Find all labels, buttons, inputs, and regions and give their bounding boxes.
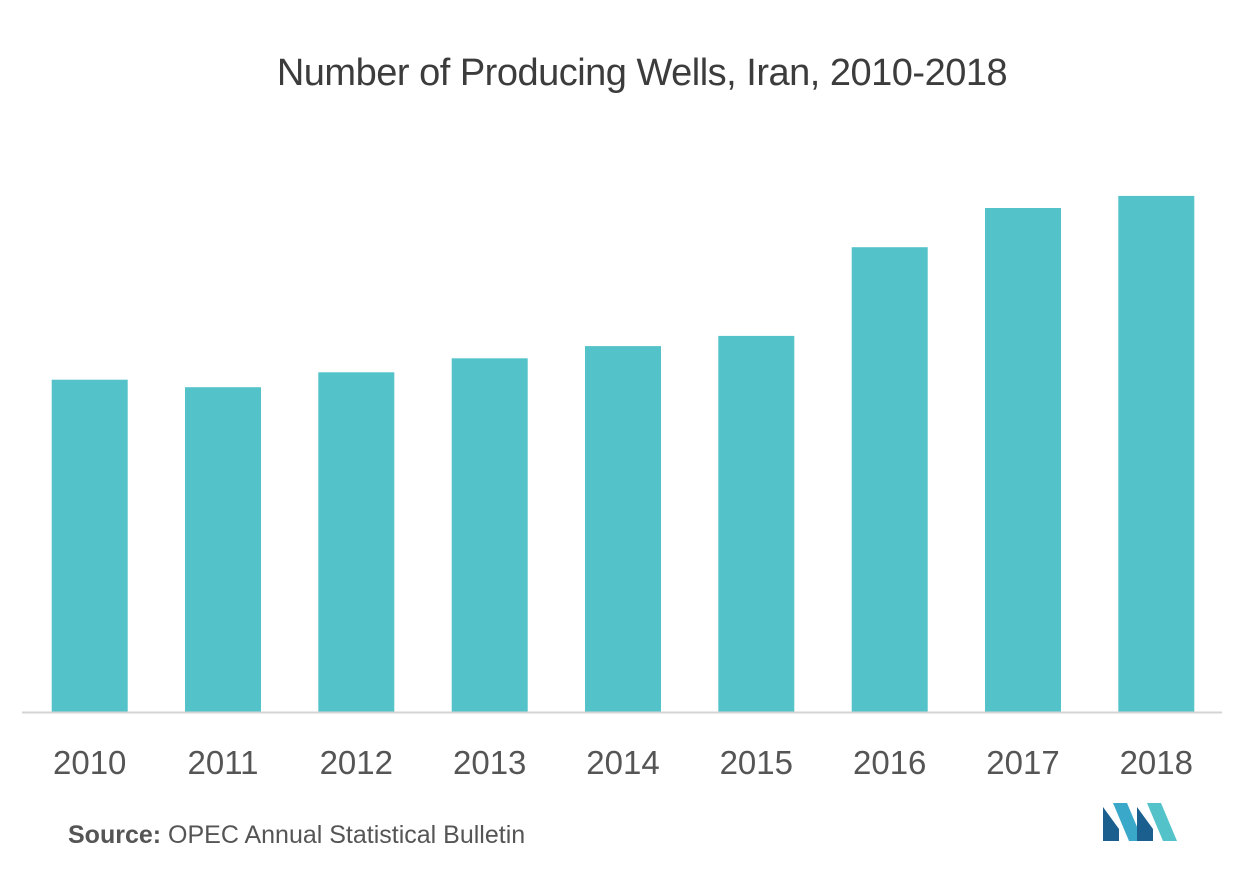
x-tick-label-2014: 2014 [586, 744, 659, 781]
bar-2011 [185, 387, 261, 712]
x-tick-label-2013: 2013 [453, 744, 526, 781]
x-tick-label-2016: 2016 [853, 744, 926, 781]
bars-group [51, 195, 1195, 712]
bar-2014 [585, 346, 661, 712]
bar-chart: 2010 2011 2012 2013 2014 2015 2016 2017 2018 [22, 195, 1222, 781]
bar-2018 [1118, 195, 1195, 712]
source-text: OPEC Annual Statistical Bulletin [161, 821, 526, 849]
bar-2017 [985, 208, 1061, 712]
x-tick-label-2018: 2018 [1120, 744, 1193, 781]
x-tick-label-2015: 2015 [720, 744, 793, 781]
x-tick-label-2012: 2012 [320, 744, 393, 781]
source-label: Source: [68, 821, 162, 849]
bar-2010 [51, 379, 128, 712]
x-tick-label-2011: 2011 [188, 744, 259, 781]
bar-2012 [318, 372, 395, 712]
x-tick-label-2017: 2017 [986, 744, 1059, 781]
bar-2016 [851, 247, 928, 712]
x-tick-label-2010: 2010 [53, 744, 126, 781]
x-tick-labels-group: 2010 2011 2012 2013 2014 2015 2016 2017 2018 [53, 744, 1193, 781]
source-note: Source: OPEC Annual Statistical Bulletin [68, 821, 525, 850]
mordor-intelligence-logo-icon [1103, 803, 1177, 841]
bar-2013 [451, 358, 528, 712]
bar-2015 [718, 335, 795, 712]
chart-title: Number of Producing Wells, Iran, 2010-20… [276, 52, 1008, 94]
